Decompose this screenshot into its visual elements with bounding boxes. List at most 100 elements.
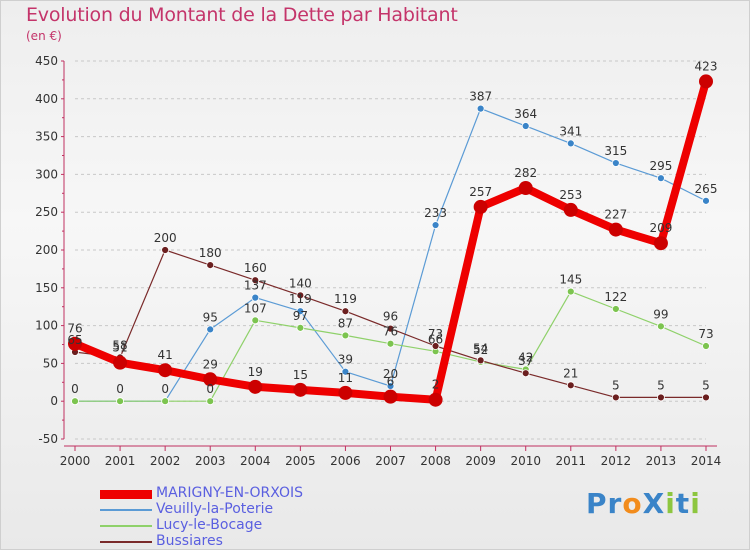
data-label-lucy-le-bocage: 42	[518, 350, 533, 364]
data-point-veuilly-la-poterie	[251, 293, 260, 302]
y-tick-label: 350	[35, 130, 58, 144]
data-label-lucy-le-bocage: 73	[698, 327, 713, 341]
legend-label: Bussiares	[156, 533, 223, 549]
data-point-bussiares	[296, 291, 305, 300]
logo-letter: i	[665, 487, 676, 520]
data-label-lucy-le-bocage: 107	[244, 301, 267, 315]
legend-item-bussiares: Bussiares	[100, 533, 400, 550]
x-tick-label: 2005	[285, 454, 316, 468]
data-label-lucy-le-bocage: 0	[71, 382, 79, 396]
data-label-marigny-en-orxois: 76	[67, 322, 82, 336]
data-label-marigny-en-orxois: 41	[158, 348, 173, 362]
legend-label: MARIGNY-EN-ORXOIS	[156, 485, 304, 501]
data-label-bussiares: 73	[428, 327, 443, 341]
data-point-lucy-le-bocage	[116, 397, 124, 406]
logo-letter: X	[642, 487, 666, 520]
x-tick-label: 2010	[510, 454, 541, 468]
legend-item-lucy-le-bocage: Lucy-le-Bocage	[100, 517, 400, 534]
data-label-bussiares: 119	[334, 292, 357, 306]
data-point-lucy-le-bocage	[71, 397, 79, 406]
data-label-marigny-en-orxois: 257	[469, 185, 492, 199]
x-tick-label: 2006	[330, 454, 361, 468]
x-tick-label: 2001	[105, 454, 136, 468]
data-label-lucy-le-bocage: 0	[161, 382, 169, 396]
data-point-marigny-en-orxois	[518, 181, 533, 196]
data-point-bussiares	[657, 393, 665, 402]
data-label-bussiares: 65	[67, 333, 82, 347]
x-tick-label: 2012	[601, 454, 632, 468]
data-label-veuilly-la-poterie: 95	[203, 310, 218, 324]
chart-subtitle: (en €)	[26, 29, 62, 43]
data-label-bussiares: 21	[563, 366, 578, 380]
data-label-veuilly-la-poterie: 233	[424, 206, 447, 220]
data-label-lucy-le-bocage: 99	[653, 307, 668, 321]
x-tick-label: 2007	[375, 454, 406, 468]
data-label-bussiares: 58	[112, 338, 127, 352]
data-label-lucy-le-bocage: 0	[206, 382, 214, 396]
x-tick-label: 2000	[60, 454, 91, 468]
data-point-marigny-en-orxois	[383, 389, 398, 404]
data-label-bussiares: 180	[199, 246, 222, 260]
data-label-marigny-en-orxois: 15	[293, 368, 308, 382]
data-point-veuilly-la-poterie	[476, 104, 485, 113]
data-point-lucy-le-bocage	[161, 397, 170, 406]
data-label-bussiares: 96	[383, 310, 398, 324]
data-label-veuilly-la-poterie: 119	[289, 292, 312, 306]
logo-letter: o	[622, 487, 643, 520]
data-point-marigny-en-orxois	[203, 372, 218, 387]
data-label-marigny-en-orxois: 29	[203, 357, 218, 371]
x-tick-label: 2013	[646, 454, 677, 468]
data-point-bussiares	[476, 356, 485, 365]
data-point-bussiares	[611, 393, 620, 402]
data-point-bussiares	[702, 393, 710, 402]
data-label-bussiares: 140	[289, 276, 312, 290]
y-tick-label: -50	[38, 432, 58, 446]
data-label-lucy-le-bocage: 87	[338, 316, 353, 330]
data-label-veuilly-la-poterie: 341	[559, 124, 582, 138]
data-point-veuilly-la-poterie	[386, 382, 395, 390]
x-tick-label: 2003	[195, 454, 226, 468]
data-label-bussiares: 5	[657, 378, 665, 392]
legend-swatch	[100, 541, 152, 543]
data-label-marigny-en-orxois: 2	[432, 378, 440, 392]
data-label-marigny-en-orxois: 11	[338, 371, 353, 385]
legend-label: Lucy-le-Bocage	[156, 517, 263, 533]
data-label-marigny-en-orxois: 51	[112, 341, 127, 355]
data-label-bussiares: 37	[518, 354, 533, 368]
data-point-bussiares	[251, 276, 260, 285]
data-label-marigny-en-orxois: 209	[649, 221, 672, 235]
y-tick-label: 0	[50, 394, 58, 408]
data-point-bussiares	[206, 261, 215, 270]
legend-swatch	[100, 489, 152, 499]
legend-item-veuilly-la-poterie: Veuilly-la-Poterie	[100, 501, 400, 518]
y-tick-label: 300	[35, 167, 58, 181]
data-point-lucy-le-bocage	[206, 397, 215, 406]
y-tick-label: 450	[35, 54, 58, 68]
data-point-veuilly-la-poterie	[566, 139, 575, 148]
data-label-veuilly-la-poterie: 315	[604, 144, 627, 158]
data-label-marigny-en-orxois: 423	[695, 59, 718, 73]
data-label-bussiares: 160	[244, 261, 267, 275]
data-point-veuilly-la-poterie	[657, 174, 665, 183]
y-tick-label: 100	[35, 319, 58, 333]
data-point-lucy-le-bocage	[386, 339, 395, 348]
y-tick-label: 250	[35, 205, 58, 219]
data-label-lucy-le-bocage: 52	[473, 343, 488, 357]
data-point-marigny-en-orxois	[293, 382, 308, 397]
data-label-lucy-le-bocage: 97	[293, 309, 308, 323]
data-point-veuilly-la-poterie	[431, 221, 440, 229]
data-point-lucy-le-bocage	[566, 287, 575, 296]
data-point-veuilly-la-poterie	[702, 196, 710, 205]
data-point-marigny-en-orxois	[113, 355, 128, 370]
data-label-lucy-le-bocage: 66	[428, 332, 443, 346]
data-point-lucy-le-bocage	[657, 322, 665, 331]
data-point-veuilly-la-poterie	[296, 307, 305, 316]
data-label-marigny-en-orxois: 19	[248, 365, 263, 379]
data-point-marigny-en-orxois	[473, 199, 488, 214]
logo-letter: t	[675, 487, 691, 520]
data-point-veuilly-la-poterie	[206, 325, 215, 334]
data-point-bussiares	[386, 324, 395, 333]
data-point-marigny-en-orxois	[158, 363, 173, 378]
